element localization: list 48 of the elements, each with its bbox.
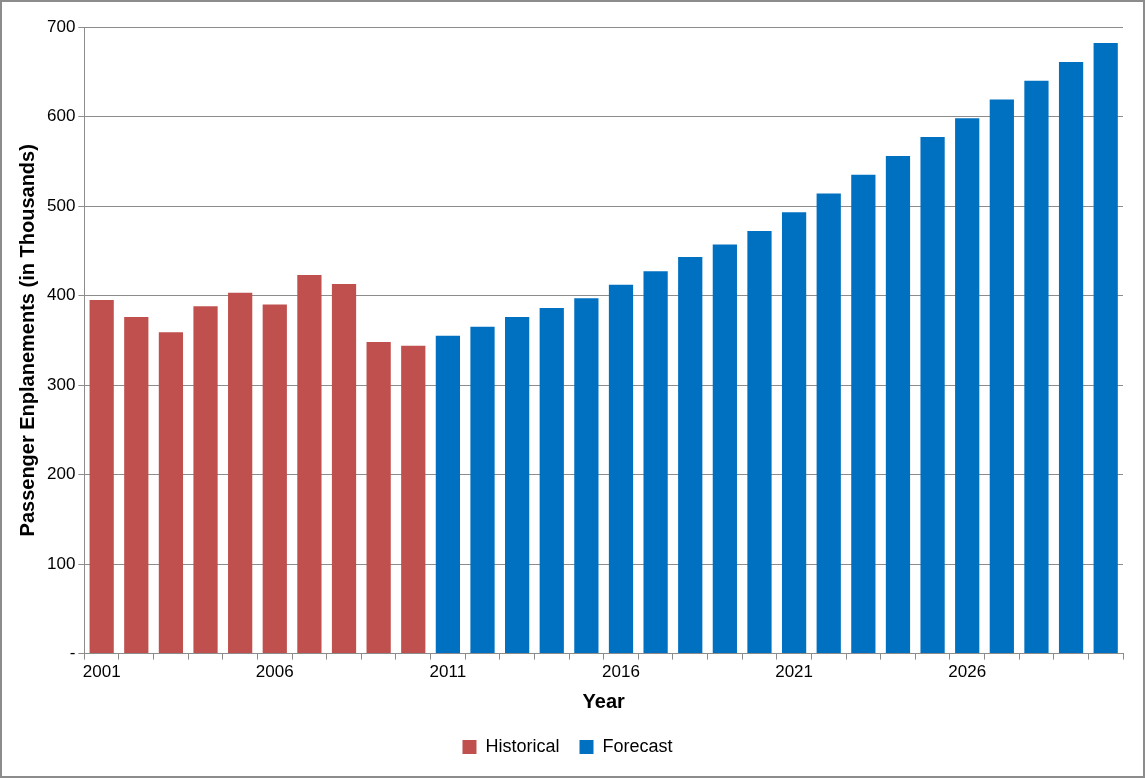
- y-tick-label: 200: [46, 464, 76, 484]
- bar: [297, 274, 322, 654]
- bar: [1024, 80, 1049, 654]
- y-tick-label: 700: [46, 16, 76, 36]
- x-tick-label: 2006: [255, 662, 294, 682]
- bar: [158, 332, 184, 654]
- x-tick-label: 2001: [82, 662, 121, 682]
- bar: [574, 298, 599, 654]
- x-tick-label: 2011: [429, 662, 467, 682]
- bar: [678, 257, 703, 654]
- x-tick-label: 2021: [775, 662, 814, 682]
- x-tick-label: 2026: [948, 662, 987, 682]
- bar: [539, 308, 564, 654]
- bar: [193, 306, 218, 654]
- y-tick-label: 300: [46, 374, 76, 394]
- bar: [124, 317, 149, 654]
- bar: [331, 283, 357, 654]
- bar: [401, 345, 426, 654]
- bar: [885, 155, 911, 654]
- bar: [366, 342, 391, 654]
- bar: [781, 212, 807, 654]
- bar: [955, 118, 980, 654]
- bar: [851, 174, 876, 654]
- bar: [920, 137, 945, 654]
- legend-label: Forecast: [602, 735, 673, 756]
- bar: [1093, 43, 1118, 654]
- x-axis-title: Year: [582, 689, 626, 712]
- x-tick-label: 2016: [602, 662, 640, 682]
- bar: [608, 284, 634, 654]
- bar: [262, 304, 287, 654]
- y-axis-title: Passenger Enplanements (in Thousands): [15, 144, 38, 537]
- y-tick-label: 600: [46, 106, 76, 126]
- y-tick-label: 500: [46, 195, 76, 215]
- bar: [1058, 61, 1084, 654]
- bar: [505, 317, 530, 654]
- bar: [747, 231, 772, 654]
- bar: [989, 99, 1014, 654]
- bar: [435, 335, 460, 654]
- bar: [816, 193, 841, 654]
- bar: [470, 326, 495, 654]
- bar: [228, 292, 253, 654]
- y-tick-label: 400: [46, 285, 76, 305]
- legend-label: Historical: [485, 735, 560, 756]
- bar: [712, 244, 737, 654]
- y-tick-label: 100: [46, 553, 76, 573]
- y-tick-label: -: [69, 643, 76, 663]
- bar: [89, 300, 114, 654]
- bar: [643, 271, 668, 654]
